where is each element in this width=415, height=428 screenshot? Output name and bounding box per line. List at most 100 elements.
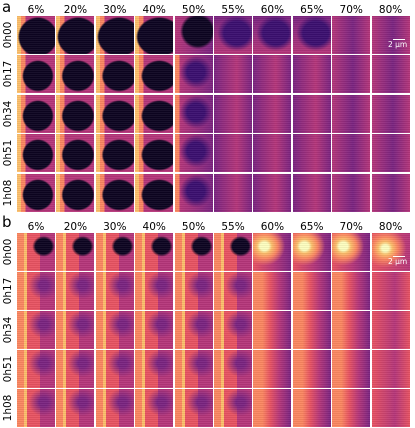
row-label: 0h00 xyxy=(2,21,14,49)
afm-image-tile xyxy=(292,389,331,427)
afm-image-tile xyxy=(371,233,410,271)
afm-image-tile xyxy=(292,55,331,94)
afm-image-tile xyxy=(135,16,174,54)
afm-image-tile xyxy=(135,311,174,349)
afm-image-tile xyxy=(214,134,252,173)
afm-image-tile xyxy=(214,94,252,133)
afm-image-tile xyxy=(253,233,292,271)
afm-image-tile xyxy=(135,389,174,427)
afm-image-tile xyxy=(17,55,55,94)
afm-image-tile xyxy=(332,94,371,133)
column-label: 65% xyxy=(300,221,324,233)
afm-image-tile xyxy=(174,233,213,271)
afm-image-tile xyxy=(371,272,410,310)
afm-image-tile xyxy=(253,94,292,133)
afm-image-tile xyxy=(332,55,371,94)
row-label: 0h51 xyxy=(2,139,14,167)
afm-image-tile xyxy=(292,272,331,310)
panel-b-scale-label: 2 µm xyxy=(388,257,408,266)
afm-image-tile xyxy=(371,55,410,94)
afm-image-tile xyxy=(253,389,292,427)
afm-image-tile xyxy=(214,55,252,94)
afm-image-tile xyxy=(253,350,292,388)
afm-image-tile xyxy=(95,350,134,388)
afm-image-tile xyxy=(174,311,213,349)
column-label: 40% xyxy=(142,221,166,233)
afm-image-tile xyxy=(174,16,213,54)
column-label: 80% xyxy=(378,221,403,233)
afm-image-tile xyxy=(17,134,55,173)
afm-image-tile xyxy=(214,233,252,271)
afm-image-tile xyxy=(371,94,410,133)
row-label: 0h17 xyxy=(2,277,14,305)
afm-image-tile xyxy=(135,233,174,271)
column-label: 70% xyxy=(339,221,363,233)
afm-image-tile xyxy=(56,16,95,54)
afm-image-tile xyxy=(95,134,134,173)
afm-image-tile xyxy=(292,134,331,173)
afm-image-tile xyxy=(332,16,371,54)
afm-image-tile xyxy=(214,350,252,388)
afm-image-tile xyxy=(214,311,252,349)
afm-image-tile xyxy=(56,350,95,388)
row-label: 1h08 xyxy=(2,179,14,206)
afm-image-tile xyxy=(95,16,134,54)
column-label: 20% xyxy=(63,221,88,233)
afm-image-tile xyxy=(95,94,134,133)
afm-image-tile xyxy=(253,311,292,349)
afm-image-tile xyxy=(332,272,371,310)
afm-image-tile xyxy=(17,272,55,310)
column-label: 6% xyxy=(27,4,45,16)
afm-image-tile xyxy=(332,134,371,173)
afm-image-tile xyxy=(17,16,55,54)
afm-image-tile xyxy=(332,350,371,388)
afm-image-tile xyxy=(174,94,213,133)
afm-image-tile xyxy=(95,311,134,349)
column-label: 30% xyxy=(103,4,127,16)
column-label: 50% xyxy=(181,221,206,233)
afm-image-tile xyxy=(135,350,174,388)
afm-image-tile xyxy=(56,173,95,212)
afm-image-tile xyxy=(56,134,95,173)
afm-image-tile xyxy=(174,55,213,94)
row-label: 1h08 xyxy=(2,394,14,422)
afm-image-tile xyxy=(292,311,331,349)
afm-image-tile xyxy=(56,311,95,349)
afm-image-tile xyxy=(292,233,331,271)
column-label: 20% xyxy=(63,4,88,16)
afm-image-tile xyxy=(253,55,292,94)
panel-b-letter: b xyxy=(2,213,12,231)
afm-image-tile xyxy=(135,134,174,173)
panel-a-scale-bar xyxy=(393,39,405,40)
afm-image-tile xyxy=(135,94,174,133)
afm-image-tile xyxy=(56,389,95,427)
afm-image-tile xyxy=(135,272,174,310)
column-label: 80% xyxy=(378,4,403,16)
column-label: 55% xyxy=(221,221,245,233)
column-label: 60% xyxy=(260,221,285,233)
afm-image-tile xyxy=(253,16,292,54)
afm-image-tile xyxy=(332,233,371,271)
panel-b-scale-bar xyxy=(393,256,405,257)
afm-image-tile xyxy=(17,94,55,133)
afm-image-tile xyxy=(174,350,213,388)
afm-image-tile xyxy=(292,94,331,133)
column-label: 30% xyxy=(103,221,127,233)
afm-image-tile xyxy=(332,389,371,427)
afm-image-tile xyxy=(371,350,410,388)
afm-image-tile xyxy=(174,272,213,310)
row-label: 0h17 xyxy=(2,61,14,88)
column-label: 55% xyxy=(221,4,245,16)
afm-image-tile xyxy=(17,173,55,212)
panel-a-letter: a xyxy=(2,0,12,16)
afm-image-tile xyxy=(17,233,55,271)
afm-image-tile xyxy=(174,134,213,173)
column-label: 40% xyxy=(142,4,166,16)
afm-image-tile xyxy=(95,272,134,310)
afm-image-tile xyxy=(95,233,134,271)
afm-image-tile xyxy=(214,16,252,54)
afm-image-tile xyxy=(371,16,410,54)
afm-image-tile xyxy=(135,173,174,212)
afm-image-tile xyxy=(95,55,134,94)
column-label: 60% xyxy=(260,4,285,16)
